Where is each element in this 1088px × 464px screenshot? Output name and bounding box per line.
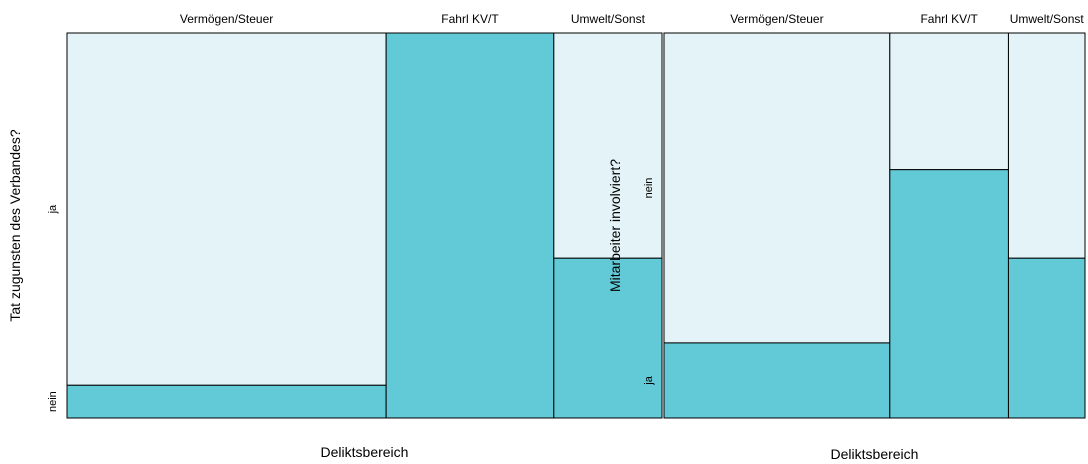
y-level-label-bottom: nein [47,391,59,412]
tile-2-bottom [385,32,555,419]
tile-3-top [1007,32,1086,259]
tile-1-bottom [663,342,891,419]
y-level-label-top: nein [643,178,655,199]
mosaic-panel-right: Vermögen/Steuer Fahrl KV/T Umwelt/Sonst ja n… [607,12,1086,462]
y-axis-title: Mitarbeiter involviert? [607,159,623,292]
x-axis-title: Deliktsbereich [831,446,919,462]
x-axis-title: Deliktsbereich [321,444,409,460]
tile-3-top [553,32,663,259]
y-axis-title: Tat zugunsten des Verbandes? [7,129,23,321]
category-label: Umwelt/Sonst [1010,12,1085,26]
tile-1-bottom [66,384,387,419]
category-label: Umwelt/Sonst [571,12,646,26]
tile-3-bottom [553,257,663,419]
category-label: Fahrl KV/T [920,12,978,26]
mosaic-panel-left: Vermögen/Steuer Fahrl KV/T Umwelt/Sonst nei… [7,12,663,460]
tile-1-top [663,32,891,344]
category-label: Vermögen/Steuer [180,12,273,26]
y-level-label-bottom: ja [643,375,655,385]
tile-2-top [889,32,1009,171]
category-label: Fahrl KV/T [441,12,499,26]
category-label: Vermögen/Steuer [730,12,823,26]
tile-1-top [66,32,387,386]
tile-3-bottom [1007,257,1086,419]
y-level-label-top: ja [47,204,59,214]
tile-2-bottom [889,169,1009,419]
